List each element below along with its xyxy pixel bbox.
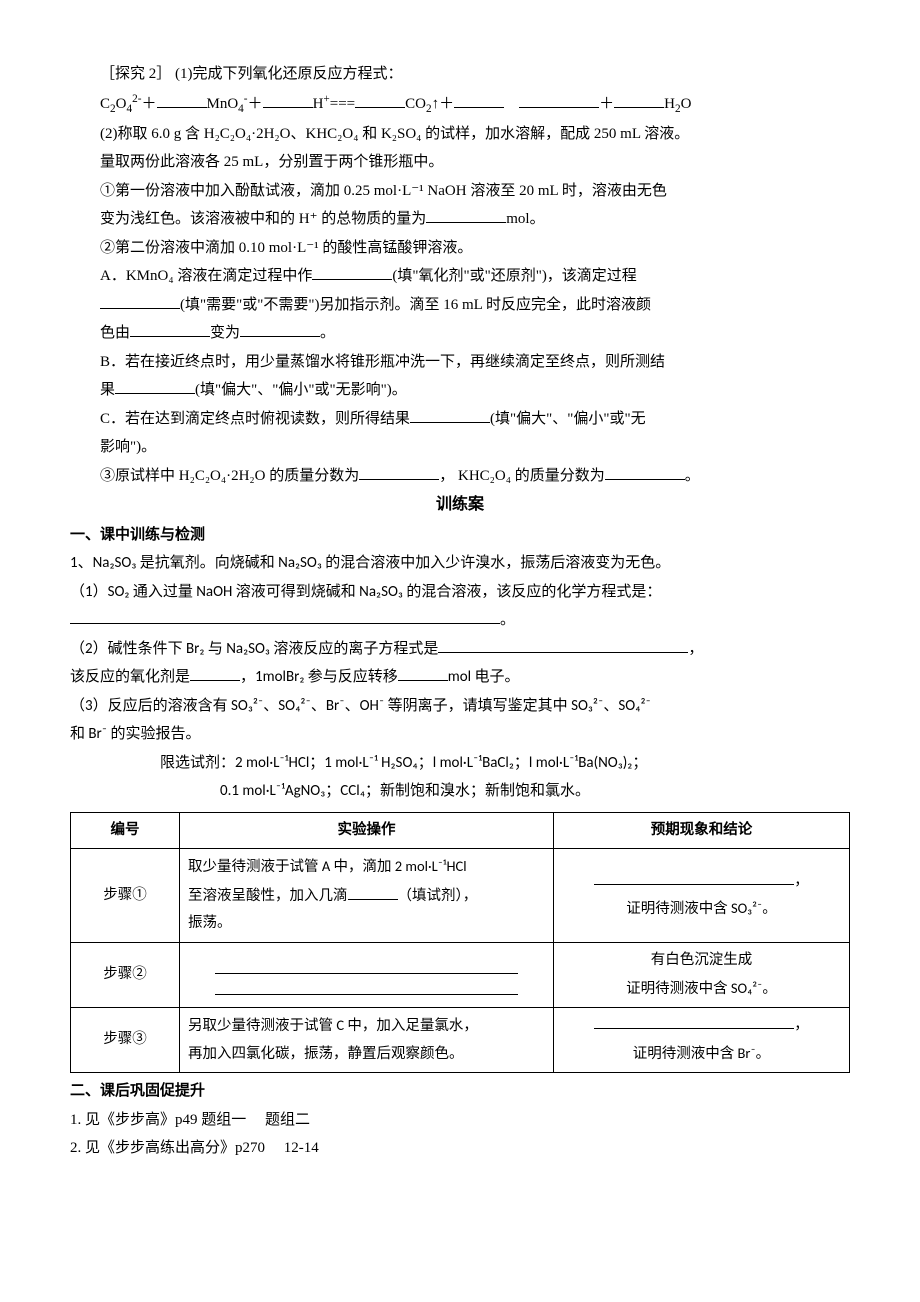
q1-2-pre: （2）碱性条件下 Br₂ 与 Na₂SO₃ 溶液反应的离子方程式是 [70,640,438,658]
c-end: (填"偏大"、"偏小"或"无 [490,411,646,427]
q1-3-t1: （3）反应后的溶液含有 SO₃²⁻、SO₄²⁻、Br⁻、OH⁻ 等阴离子，请填写… [70,697,651,715]
row3-id: 步骤③ [71,1008,180,1073]
r3-op-b: 再加入四氯化碳，振荡，静置后观察颜色。 [188,1046,464,1062]
q1-1-blankline: 。 [70,606,850,635]
step3-line: ③原试样中 H₂C₂O₄·2H₂O 的质量分数为 ， KHC₂O₄ 的质量分数为 。 [70,462,850,491]
step1-line2: 变为浅红色。该溶液被中和的 H⁺ 的总物质的量为 mol。 [70,205,850,234]
col-id: 编号 [71,812,180,849]
r2-res-a: 有白色沉淀生成 [651,952,753,968]
table-row: 步骤③ 另取少量待测液于试管 C 中，加入足量氯水， 再加入四氯化碳，振荡，静置… [71,1008,850,1073]
experiment-table: 编号 实验操作 预期现象和结论 步骤① 取少量待测液于试管 A 中，滴加 2 m… [70,812,850,1073]
b2-end: (填"偏大"、"偏小"或"无影响")。 [195,382,407,398]
a3-end: 。 [320,325,335,341]
period: 。 [500,612,515,628]
step2-A-line1: A．KMnO₄ 溶液在滴定过程中作 (填"氧化剂"或"还原剂")，该滴定过程 [70,262,850,291]
row2-res: 有白色沉淀生成 证明待测液中含 SO₄²⁻。 [553,942,849,1007]
a-mid: (填"氧化剂"或"还原剂")，该滴定过程 [392,268,636,284]
q1-2b: 该反应的氧化剂是 ，1molBr₂ 参与反应转移 mol 电子。 [70,663,850,692]
step2-B-line2: 果 (填"偏大"、"偏小"或"无影响")。 [70,376,850,405]
step2-header: ②第二份溶液中滴加 0.10 mol·L⁻¹ 的酸性高锰酸钾溶液。 [70,234,850,263]
p2-line2: 量取两份此溶液各 25 mL，分别置于两个锥形瓶中。 [70,148,850,177]
section1-head: 一、课中训练与检测 [70,521,850,550]
step2-C-line2: 影响")。 [70,433,850,462]
step2-A-line3: 色由 变为 。 [70,319,850,348]
a3-mid: 变为 [210,325,240,341]
s3-pre: ③原试样中 H₂C₂O₄·2H₂O 的质量分数为 [100,468,359,484]
c-pre: C．若在达到滴定终点时俯视读数，则所得结果 [100,411,410,427]
row3-res: ， 证明待测液中含 Br⁻。 [553,1008,849,1073]
r1-res-comma: ， [794,873,809,889]
q1-stem: 1、Na₂SO₃ 是抗氧剂。向烧碱和 Na₂SO₃ 的混合溶液中加入少许溴水，振… [70,549,850,578]
row1-res: ， 证明待测液中含 SO₃²⁻。 [553,849,849,943]
table-row: 步骤② 有白色沉淀生成 证明待测液中含 SO₄²⁻。 [71,942,850,1007]
q1-2b-pre: 该反应的氧化剂是 [70,668,190,686]
q1-2b-end: mol 电子。 [448,668,520,686]
row1-op: 取少量待测液于试管 A 中，滴加 2 mol·L⁻¹HCl 至溶液呈酸性，加入几… [180,849,554,943]
section2-head: 二、课后巩固促提升 [70,1077,850,1106]
row2-op [180,942,554,1007]
r1-res-b: 证明待测液中含 SO₃²⁻。 [626,899,776,917]
step2-C-line1: C．若在达到滴定终点时俯视读数，则所得结果 (填"偏大"、"偏小"或"无 [70,405,850,434]
explore-2-heading: ［探究 2］ (1)完成下列氧化还原反应方程式： [70,60,850,89]
q1-1: （1）SO₂ 通入过量 NaOH 溶液可得到烧碱和 Na₂SO₃ 的混合溶液，该… [70,578,850,607]
after-line1: 1. 见《步步高》p49 题组一 题组二 [70,1106,850,1135]
reagents-line2: 0.1 mol·L⁻¹AgNO₃；CCl₄；新制饱和溴水；新制饱和氯水。 [70,777,850,806]
q1-2b-mid: ，1molBr₂ 参与反应转移 [240,668,398,686]
q1-3-line2: 和 Br⁻ 的实验报告。 [70,720,850,749]
a3-pre: 色由 [100,325,130,341]
a2-mid: (填"需要"或"不需要")另加指示剂。滴至 16 mL 时反应完全，此时溶液颜 [180,297,651,313]
s3-end: 。 [685,468,700,484]
r3-op-a: 另取少量待测液于试管 C 中，加入足量氯水， [188,1016,478,1034]
step1b-pre: 变为浅红色。该溶液被中和的 H⁺ 的总物质的量为 [100,211,426,227]
step1-line1: ①第一份溶液中加入酚酞试液，滴加 0.25 mol·L⁻¹ NaOH 溶液至 2… [70,177,850,206]
col-result: 预期现象和结论 [553,812,849,849]
step2-A-line2: (填"需要"或"不需要")另加指示剂。滴至 16 mL 时反应完全，此时溶液颜 [70,291,850,320]
step1b-unit: mol。 [506,211,544,227]
r1-op-b-pre: 至溶液呈酸性，加入几滴 [188,886,348,904]
q1-text: 1、Na₂SO₃ 是抗氧剂。向烧碱和 Na₂SO₃ 的混合溶液中加入少许溴水，振… [70,554,670,572]
s3-mid: ， KHC₂O₄ 的质量分数为 [439,468,604,484]
q1-2-end: ， [688,641,703,657]
training-title: 训练案 [70,490,850,520]
after-line2: 2. 见《步步高练出高分》p270 12-14 [70,1134,850,1163]
q1-2: （2）碱性条件下 Br₂ 与 Na₂SO₃ 溶液反应的离子方程式是 ， [70,635,850,664]
r1-op-c: 振荡。 [188,915,232,931]
r2-res-b: 证明待测液中含 SO₄²⁻。 [626,979,777,997]
step2-B-line1: B．若在接近终点时，用少量蒸馏水将锥形瓶冲洗一下，再继续滴定至终点，则所测结 [70,348,850,377]
r1-op-a: 取少量待测液于试管 A 中，滴加 2 mol·L⁻¹HCl [188,857,467,875]
reagents-line1: 限选试剂：2 mol·L⁻¹HCl；1 mol·L⁻¹ H₂SO₄；l mol·… [70,749,850,778]
q1-3-line1: （3）反应后的溶液含有 SO₃²⁻、SO₄²⁻、Br⁻、OH⁻ 等阴离子，请填写… [70,692,850,721]
q1-3-t2: 和 Br⁻ 的实验报告。 [70,725,201,743]
q1-1-text: （1）SO₂ 通入过量 NaOH 溶液可得到烧碱和 Na₂SO₃ 的混合溶液，该… [70,583,661,601]
b2-pre: 果 [100,382,115,398]
table-header-row: 编号 实验操作 预期现象和结论 [71,812,850,849]
col-operation: 实验操作 [180,812,554,849]
a-pre: A．KMnO₄ 溶液在滴定过程中作 [100,268,312,284]
row3-op: 另取少量待测液于试管 C 中，加入足量氯水， 再加入四氯化碳，振荡，静置后观察颜… [180,1008,554,1073]
equation-line: C2O42-＋MnO4-＋H+===CO2↑＋ ＋H2O [70,89,850,120]
r3-res-comma: ， [794,1017,809,1033]
p2-line1: (2)称取 6.0 g 含 H₂C₂O₄·2H₂O、KHC₂O₄ 和 K₂SO₄… [70,120,850,149]
table-row: 步骤① 取少量待测液于试管 A 中，滴加 2 mol·L⁻¹HCl 至溶液呈酸性… [71,849,850,943]
r1-op-b-post: （填试剂）， [398,888,478,904]
row2-id: 步骤② [71,942,180,1007]
row1-id: 步骤① [71,849,180,943]
r3-res-b: 证明待测液中含 Br⁻。 [633,1044,770,1062]
